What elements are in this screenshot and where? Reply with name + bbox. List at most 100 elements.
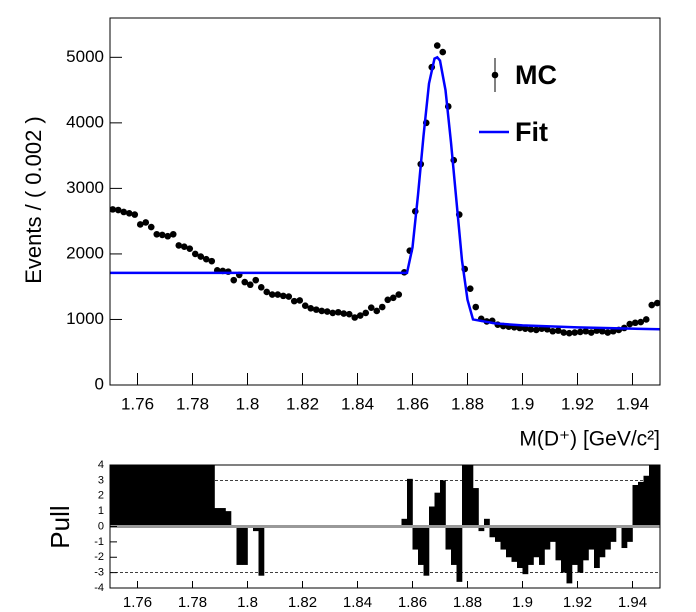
- data-point: [351, 314, 359, 321]
- x-tick-label: 1.86: [396, 394, 429, 413]
- x-tick-label: 1.84: [341, 394, 374, 413]
- pull-bar: [649, 465, 655, 527]
- x-tick-label: 1.88: [451, 394, 484, 413]
- data-point: [582, 327, 590, 335]
- pull-bar: [214, 508, 221, 527]
- frame: [109, 17, 661, 386]
- x-tick-label: 1.86: [398, 594, 427, 611]
- pull-bar: [203, 465, 210, 527]
- pull-bar: [473, 488, 479, 527]
- pull-bar: [440, 480, 446, 527]
- x-tick-label: 1.9: [511, 394, 535, 413]
- data-point: [565, 329, 573, 337]
- x-tick-label: 1.8: [236, 394, 260, 413]
- pull-bar: [401, 518, 408, 527]
- plot-area: [110, 465, 660, 584]
- pull-bar: [517, 526, 523, 569]
- pull-bar: [539, 526, 545, 565]
- data-point: [389, 294, 397, 302]
- pull-bar: [192, 465, 199, 527]
- data-point: [604, 329, 612, 336]
- data-point: [543, 325, 551, 333]
- pull-bar: [181, 465, 188, 527]
- pull-bar: [132, 465, 138, 527]
- data-point: [301, 302, 309, 310]
- pull-bar: [588, 526, 595, 550]
- pull-bar: [236, 526, 243, 565]
- data-point: [362, 309, 370, 317]
- data-point: [521, 325, 529, 332]
- pull-bar: [594, 526, 600, 569]
- data-point: [125, 209, 133, 217]
- data-point: [274, 291, 282, 298]
- x-tick-label: 1.76: [121, 394, 154, 413]
- pull-bar: [489, 526, 496, 538]
- data-point: [164, 232, 172, 240]
- plot-area: [110, 42, 660, 337]
- y-tick-label: 1: [98, 505, 104, 517]
- x-tick-label: 1.88: [453, 594, 482, 611]
- data-point: [631, 319, 639, 327]
- data-point: [433, 42, 441, 49]
- data-point: [554, 327, 562, 334]
- x-tick-label: 1.78: [178, 594, 207, 611]
- data-point: [120, 208, 128, 216]
- pull-bar: [528, 526, 534, 565]
- y-tick-label: 4000: [66, 112, 104, 131]
- data-point: [296, 297, 304, 304]
- data-point: [345, 310, 353, 318]
- pull-bar: [176, 465, 182, 527]
- data-point: [549, 327, 557, 335]
- pull-bar: [429, 506, 435, 527]
- data-point: [186, 245, 194, 252]
- data-point: [318, 307, 326, 315]
- data-point: [312, 306, 320, 313]
- data-point: [648, 301, 656, 309]
- data-point: [208, 257, 216, 265]
- pull-bar: [495, 526, 501, 542]
- data-point: [114, 206, 122, 214]
- pull-bar: [220, 508, 226, 527]
- x-tick-label: 1.94: [618, 594, 647, 611]
- data-point: [230, 276, 238, 284]
- x-tick-label: 1.94: [616, 394, 649, 413]
- data-point: [329, 309, 337, 317]
- pull-bar: [451, 526, 457, 565]
- pull-bar: [500, 526, 507, 550]
- data-point: [169, 230, 177, 238]
- pull-bar: [522, 526, 529, 575]
- data-point: [626, 320, 634, 328]
- data-point: [180, 243, 188, 251]
- y-tick-label: -1: [94, 536, 104, 548]
- data-point: [571, 329, 579, 336]
- y-tick-label: 4: [98, 459, 104, 471]
- pull-bar: [555, 526, 562, 561]
- pull-bar: [561, 526, 567, 573]
- pull-bar: [572, 526, 578, 565]
- legend-label: Fit: [515, 117, 548, 147]
- y-axis-title: Events / ( 0.002 ): [21, 116, 46, 284]
- pull-bar: [115, 465, 122, 527]
- data-point: [378, 303, 386, 311]
- pull-bar: [170, 465, 177, 527]
- pull-bar: [627, 526, 633, 542]
- data-point: [263, 288, 271, 296]
- data-point: [307, 305, 315, 312]
- pull-bar: [242, 526, 248, 565]
- pull-bar: [418, 526, 424, 565]
- data-point: [472, 303, 480, 311]
- data-point: [609, 327, 617, 335]
- pull-bar: [148, 465, 155, 527]
- data-point: [197, 253, 205, 260]
- data-point: [147, 223, 155, 231]
- fit-line: [110, 55, 660, 331]
- pull-bar: [654, 465, 660, 527]
- pull-bar: [225, 511, 232, 527]
- pull-bar: [533, 526, 540, 558]
- data-point: [642, 316, 650, 323]
- data-point: [576, 328, 584, 336]
- data-point: [285, 293, 293, 300]
- pull-bar: [599, 526, 606, 558]
- pull-bar: [434, 492, 441, 527]
